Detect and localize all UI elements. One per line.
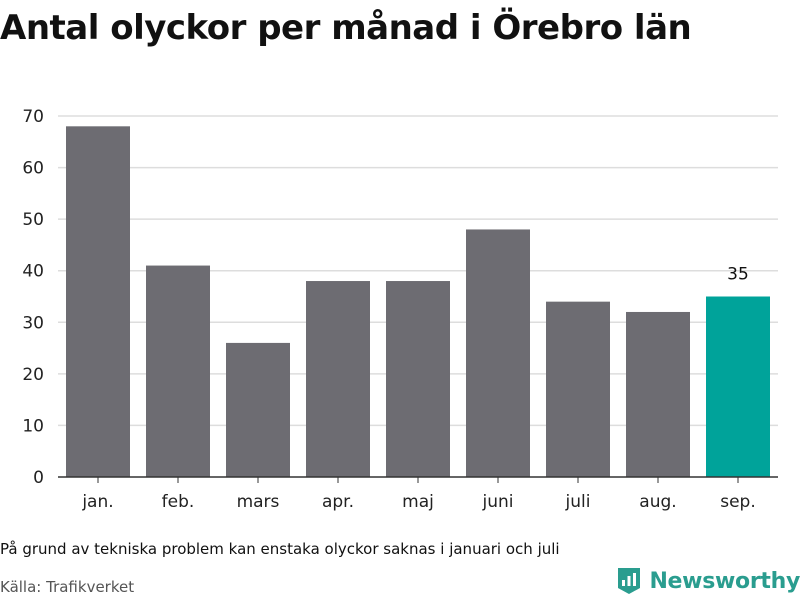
x-tick-label: aug. [639, 492, 676, 512]
y-tick-label: 10 [22, 416, 44, 436]
chart-title: Antal olyckor per månad i Örebro län [0, 8, 692, 48]
bars [66, 126, 770, 478]
bar-jan[interactable] [66, 126, 130, 478]
y-tick-label: 40 [22, 262, 44, 282]
footnote: På grund av tekniska problem kan enstaka… [0, 540, 560, 558]
source-text: Källa: Trafikverket [0, 578, 135, 596]
x-tick-label: mars [237, 492, 280, 512]
y-axis-ticks: 0 10 20 30 40 50 60 70 [22, 107, 44, 488]
bar-mars[interactable] [226, 342, 290, 477]
y-tick-label: 70 [22, 107, 44, 127]
bar-apr[interactable] [306, 281, 370, 477]
y-tick-label: 50 [22, 210, 44, 230]
x-axis: jan. feb. mars apr. maj juni juli aug. sep. [58, 476, 778, 512]
x-tick-label: jan. [81, 492, 113, 512]
x-tick-label: sep. [720, 492, 756, 512]
y-tick-label: 30 [22, 313, 44, 333]
bar-feb[interactable] [146, 265, 210, 477]
bar-juni[interactable] [466, 229, 530, 477]
bar-aug[interactable] [626, 311, 690, 477]
x-tick-label: maj [402, 492, 434, 512]
data-label: 35 [727, 265, 749, 285]
bar-maj[interactable] [386, 281, 450, 477]
y-tick-label: 20 [22, 365, 44, 385]
x-tick-label: juni [482, 492, 514, 512]
x-tick-label: feb. [162, 492, 195, 512]
bar-juli[interactable] [546, 301, 610, 477]
y-tick-label: 0 [33, 468, 44, 488]
y-tick-label: 60 [22, 159, 44, 179]
x-tick-label: apr. [322, 492, 354, 512]
brand-logo[interactable]: Newsworthy [615, 566, 800, 596]
bar-sep[interactable] [706, 296, 770, 478]
brand-name: Newsworthy [649, 568, 800, 594]
data-labels: 35 [727, 265, 749, 285]
newsworthy-logo-icon [618, 568, 641, 594]
x-tick-label: juli [565, 492, 591, 512]
